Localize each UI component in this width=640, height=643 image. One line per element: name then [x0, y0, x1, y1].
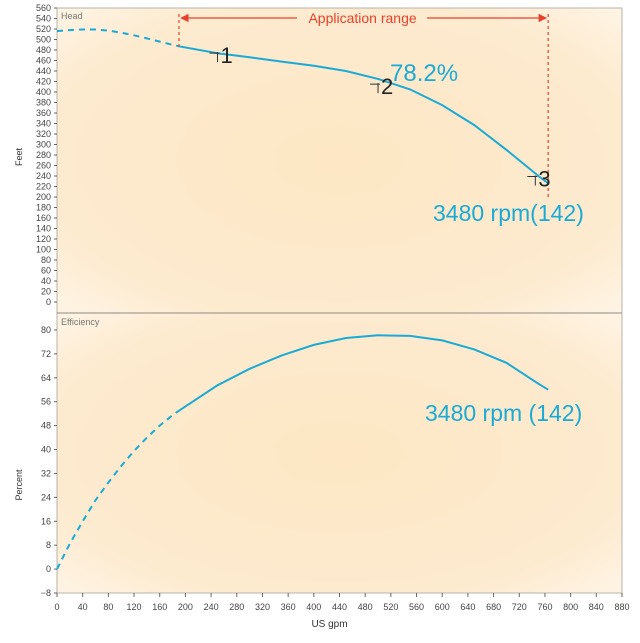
head-curve-solid: [178, 45, 549, 185]
efficiency-ytick-label: 32: [41, 468, 51, 478]
efficiency-curve-dashed: [56, 409, 180, 570]
xtick-label: 320: [255, 602, 270, 612]
head-ytick-label: 440: [36, 66, 51, 76]
xtick-label: 200: [178, 602, 193, 612]
efficiency-ytick-label: 56: [41, 397, 51, 407]
xtick-label: 560: [409, 602, 424, 612]
efficiency-ytick-label: 72: [41, 349, 51, 359]
head-ytick-label: 460: [36, 56, 51, 66]
xtick-label: 160: [152, 602, 167, 612]
head-ytick-label: 320: [36, 129, 51, 139]
efficiency-ytick-label: 48: [41, 421, 51, 431]
xtick-label: 640: [460, 602, 475, 612]
head-ytick-label: 400: [36, 87, 51, 97]
head-ytick-label: 540: [36, 14, 51, 24]
head-ytick-label: 60: [41, 266, 51, 276]
xtick-label: 840: [589, 602, 604, 612]
efficiency-ytick-label: 24: [41, 492, 51, 502]
head-ytick-label: 0: [46, 297, 51, 307]
efficiency-curve-label: 3480 rpm (142): [425, 400, 582, 426]
xtick-label: 680: [486, 602, 501, 612]
head-ytick-label: 120: [36, 234, 51, 244]
xtick-label: 480: [358, 602, 373, 612]
operating-point-label: 1: [221, 43, 233, 68]
head-ytick-label: 300: [36, 140, 51, 150]
head-ytick-label: 380: [36, 98, 51, 108]
operating-point-marker: [209, 52, 220, 63]
xtick-label: 80: [103, 602, 113, 612]
efficiency-curve-solid: [178, 334, 549, 412]
head-ytick-label: 20: [41, 287, 51, 297]
efficiency-ytick-label: −8: [41, 588, 51, 598]
efficiency-ytick-label: 0: [46, 564, 51, 574]
operating-point-marker: [527, 175, 538, 186]
head-ytick-label: 180: [36, 203, 51, 213]
head-ytick-label: 140: [36, 224, 51, 234]
head-ytick-label: 500: [36, 35, 51, 45]
head-axis-label: Feet: [14, 147, 24, 166]
application-range-label: Application range: [308, 10, 416, 26]
xtick-label: 880: [614, 602, 629, 612]
head-panel-title: Head: [61, 11, 83, 21]
xtick-label: 120: [127, 602, 142, 612]
xtick-label: 40: [78, 602, 88, 612]
head-ytick-label: 220: [36, 182, 51, 192]
head-ytick-label: 340: [36, 119, 51, 129]
xtick-label: 520: [383, 602, 398, 612]
operating-point-label: 2: [381, 74, 393, 99]
efficiency-ytick-label: 8: [46, 540, 51, 550]
efficiency-ytick-label: 64: [41, 373, 51, 383]
head-ytick-label: 420: [36, 77, 51, 87]
head-ytick-label: 480: [36, 45, 51, 55]
xtick-label: 440: [332, 602, 347, 612]
efficiency-ytick-label: 40: [41, 445, 51, 455]
xtick-label: 400: [306, 602, 321, 612]
head-ytick-label: 200: [36, 192, 51, 202]
head-curve-label: 3480 rpm(142): [433, 200, 584, 226]
xtick-label: 240: [204, 602, 219, 612]
head-ytick-label: 360: [36, 108, 51, 118]
head-ytick-label: 40: [41, 276, 51, 286]
xtick-label: 800: [563, 602, 578, 612]
efficiency-ytick-label: 16: [41, 516, 51, 526]
efficiency-panel-title: Efficiency: [61, 317, 100, 327]
head-ytick-label: 260: [36, 161, 51, 171]
head-ytick-label: 240: [36, 171, 51, 181]
head-ytick-label: 520: [36, 24, 51, 34]
head-ytick-label: 80: [41, 255, 51, 265]
efficiency-plot-background: [57, 313, 622, 593]
efficiency-axis-label: Percent: [14, 469, 24, 501]
xtick-label: 280: [229, 602, 244, 612]
operating-point-label: 3: [538, 167, 550, 192]
xtick-label: 760: [537, 602, 552, 612]
efficiency-ytick-label: 80: [41, 325, 51, 335]
head-ytick-label: 100: [36, 245, 51, 255]
x-axis-label: US gpm: [311, 619, 347, 630]
head-ytick-label: 280: [36, 150, 51, 160]
head-ytick-label: 160: [36, 213, 51, 223]
efficiency-value-label: 78.2%: [390, 60, 458, 87]
xtick-label: 720: [512, 602, 527, 612]
operating-point-marker: [370, 83, 381, 94]
xtick-label: 0: [54, 602, 59, 612]
xtick-label: 600: [435, 602, 450, 612]
head-plot-background: [57, 8, 622, 313]
xtick-label: 360: [281, 602, 296, 612]
head-ytick-label: 560: [36, 3, 51, 13]
